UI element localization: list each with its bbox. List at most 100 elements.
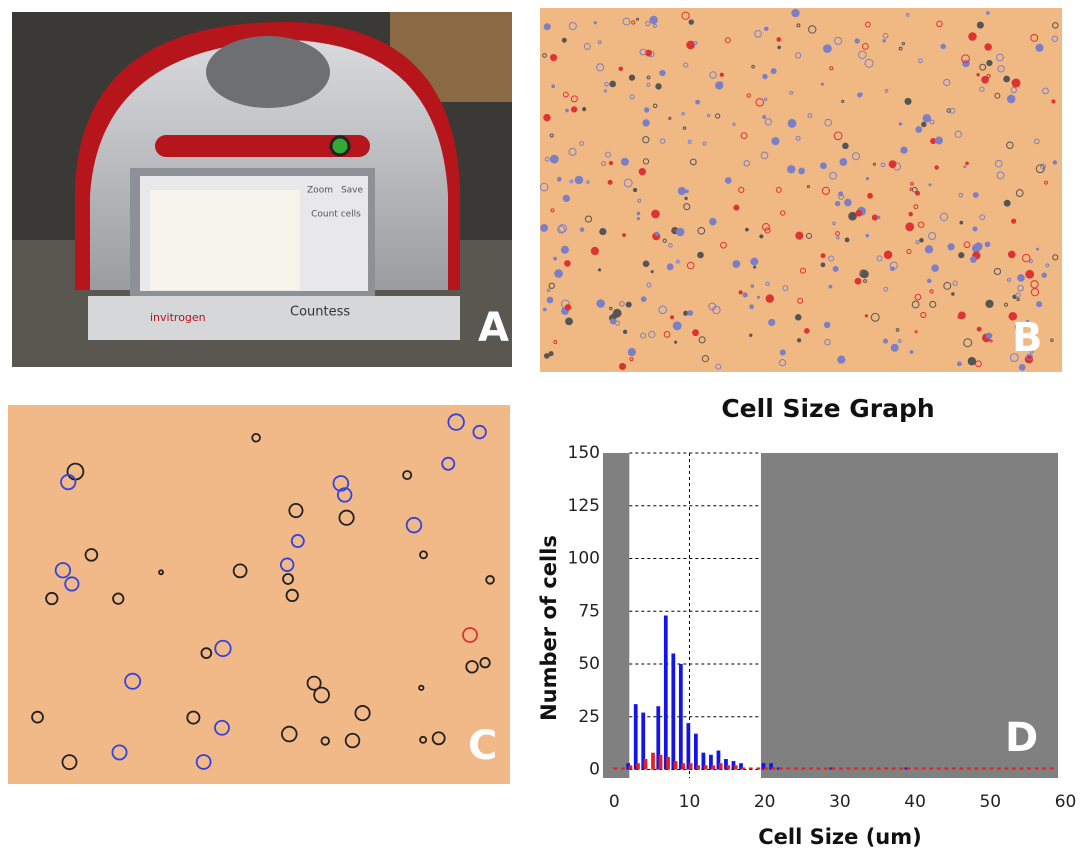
cell — [539, 182, 549, 192]
cell — [807, 113, 813, 119]
bar — [1049, 767, 1054, 770]
cell — [1007, 250, 1016, 259]
cell — [803, 327, 810, 334]
cell — [750, 284, 755, 288]
bar — [741, 767, 746, 770]
cell — [994, 159, 1003, 168]
cell — [834, 200, 841, 207]
bar — [771, 767, 776, 770]
cell — [662, 238, 667, 243]
cell — [543, 113, 551, 122]
cell — [419, 550, 428, 560]
cell — [929, 300, 937, 308]
cell — [45, 591, 59, 606]
cell — [956, 361, 962, 367]
cell — [688, 19, 694, 25]
cell — [898, 122, 903, 126]
bar — [997, 767, 1001, 770]
bar — [831, 767, 836, 770]
cell — [570, 95, 578, 103]
cell — [1044, 180, 1048, 185]
bar — [904, 767, 909, 770]
cell — [697, 226, 706, 235]
cell — [1009, 353, 1019, 362]
cell — [542, 53, 547, 58]
cell — [882, 32, 889, 39]
cell — [719, 72, 724, 77]
cell — [674, 340, 678, 344]
cell — [673, 228, 677, 233]
cell — [890, 343, 899, 352]
bar — [763, 767, 768, 770]
cell — [1006, 277, 1012, 282]
cell — [770, 68, 777, 75]
cell — [214, 719, 230, 736]
cell — [829, 171, 838, 180]
cell — [985, 332, 993, 339]
cell — [865, 233, 870, 238]
cell — [909, 350, 914, 354]
cell — [648, 330, 656, 339]
cell — [1008, 311, 1018, 321]
cell — [859, 92, 863, 97]
cell — [1040, 163, 1046, 170]
cell — [1030, 280, 1039, 289]
cell — [984, 241, 991, 248]
cell — [918, 58, 923, 64]
cell — [554, 269, 563, 278]
cell — [583, 42, 591, 50]
cell — [593, 21, 597, 25]
cell — [290, 534, 305, 548]
cell — [858, 50, 867, 60]
cell — [780, 210, 786, 216]
cell — [686, 40, 695, 50]
cell — [1052, 22, 1059, 29]
cell — [603, 89, 608, 93]
x-tick-label: 30 — [829, 792, 851, 812]
cell — [544, 156, 550, 162]
bar — [929, 767, 934, 770]
cell — [186, 710, 201, 725]
cell — [1014, 323, 1022, 331]
cell — [564, 260, 571, 267]
cell — [629, 94, 635, 100]
cell — [560, 245, 569, 254]
cell — [911, 300, 920, 309]
cell — [1016, 297, 1020, 302]
cell — [631, 20, 636, 25]
cell — [820, 262, 826, 268]
cell — [1006, 141, 1014, 149]
cell — [914, 293, 922, 301]
cell — [663, 331, 671, 338]
cell — [200, 647, 213, 659]
cell — [765, 281, 770, 287]
cell — [306, 675, 322, 691]
cell — [882, 38, 886, 43]
panel-label: B — [1012, 315, 1043, 361]
cell — [715, 363, 722, 370]
cell — [763, 97, 768, 101]
cell — [762, 115, 767, 119]
cell — [930, 137, 937, 145]
cell — [972, 226, 978, 232]
cell — [775, 186, 782, 193]
cell — [465, 660, 479, 674]
cell — [904, 97, 912, 105]
cell — [732, 122, 736, 126]
cell — [994, 92, 1001, 99]
cell — [1026, 353, 1033, 361]
cell — [838, 193, 845, 200]
cell — [281, 725, 298, 743]
cell — [635, 17, 639, 21]
cell — [1035, 43, 1044, 52]
cell — [876, 215, 881, 220]
cell — [1003, 302, 1009, 307]
cell — [972, 192, 979, 198]
cell — [561, 37, 567, 43]
bar — [1034, 767, 1039, 770]
cell — [405, 516, 423, 534]
micrograph — [540, 8, 1062, 372]
cell — [640, 296, 647, 302]
cell — [756, 295, 761, 299]
cell — [558, 223, 568, 233]
